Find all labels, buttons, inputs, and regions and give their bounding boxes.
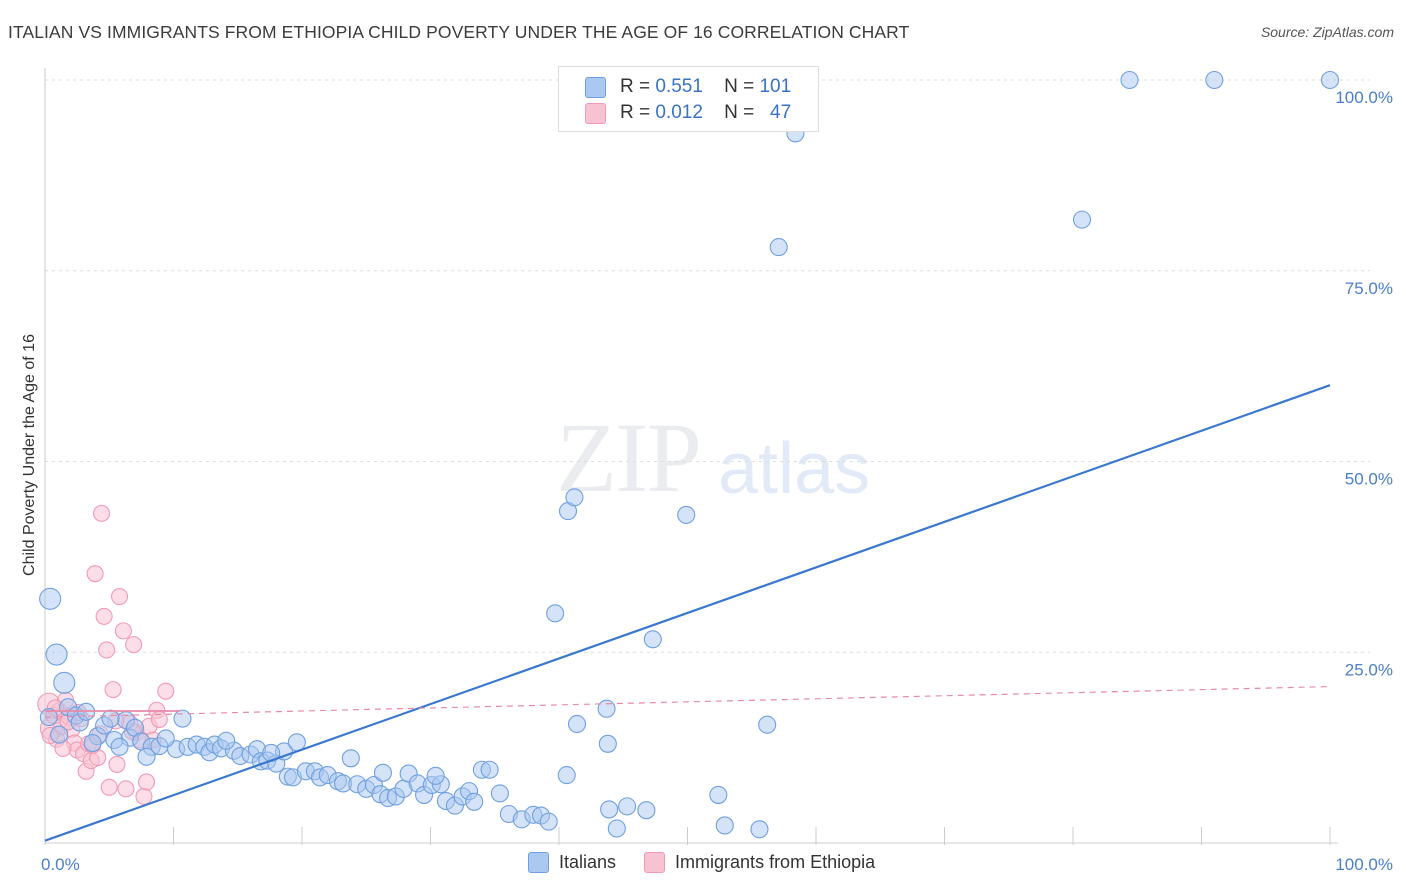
- y-tick-label-0: 25.0%: [1345, 660, 1393, 679]
- legend-italians-swatch: [528, 852, 549, 873]
- italians-r-label: R =: [620, 76, 651, 97]
- italian-point: [53, 671, 76, 694]
- italians-trendline: [44, 384, 1331, 842]
- italian-point: [341, 749, 360, 768]
- ethiopia-point: [117, 780, 135, 798]
- italian-point: [618, 797, 637, 816]
- correlation-legend: R = 0.551 N = 101 R = 0.012 N = 47: [558, 66, 819, 132]
- italian-point: [1120, 70, 1139, 90]
- italian-point: [156, 729, 175, 748]
- y-tick-label-1: 50.0%: [1345, 470, 1393, 489]
- italian-point: [465, 792, 484, 811]
- italian-point: [1320, 70, 1340, 90]
- italian-point: [1072, 210, 1092, 229]
- source-label: Source: ZipAtlas.com: [1260, 24, 1394, 40]
- ethiopia-point: [157, 682, 175, 700]
- legend-item-italians: Italians: [528, 852, 616, 873]
- italian-point: [50, 725, 69, 744]
- chart-title: ITALIAN VS IMMIGRANTS FROM ETHIOPIA CHIL…: [8, 22, 910, 42]
- italian-point: [110, 737, 129, 756]
- trendlines: [44, 384, 1331, 842]
- y-tick-label-3: 100.0%: [1335, 88, 1393, 107]
- italians-n-value: 101: [759, 76, 792, 97]
- legend-row-ethiopia: R = 0.012 N = 47: [585, 101, 791, 125]
- legend-ethiopia-swatch: [644, 852, 666, 873]
- ethiopia-point: [95, 607, 113, 625]
- italian-point: [1205, 70, 1224, 90]
- ethiopia-point: [92, 504, 111, 522]
- legend-row-italians: R = 0.551 N = 101: [585, 75, 791, 99]
- italian-point: [565, 488, 584, 507]
- axes: [44, 68, 1338, 845]
- italian-point: [546, 604, 565, 623]
- y-tick-label-2: 75.0%: [1345, 279, 1393, 298]
- italian-point: [567, 714, 587, 734]
- legend-ethiopia-label: Immigrants from Ethiopia: [675, 852, 876, 872]
- italian-point: [480, 760, 499, 779]
- italian-point: [643, 630, 662, 649]
- italian-point: [607, 819, 626, 838]
- ethiopia-point: [125, 636, 143, 654]
- ethiopia-r-value: 0.012: [655, 102, 703, 123]
- ethiopia-point: [137, 773, 156, 791]
- italians-series: [39, 70, 1340, 839]
- grid-lines: [45, 79, 1370, 653]
- italian-point: [490, 784, 509, 803]
- watermark-atlas: atlas: [718, 429, 871, 509]
- italian-point: [637, 801, 656, 820]
- italians-r-value: 0.551: [655, 76, 703, 97]
- italian-point: [769, 238, 788, 257]
- ethiopia-trendline: [44, 685, 1331, 718]
- italian-point: [597, 699, 616, 718]
- italian-point: [677, 505, 696, 524]
- italian-point: [557, 766, 576, 785]
- x-tick-label-1: 100.0%: [1335, 855, 1393, 874]
- tick-labels: 25.0% 50.0% 75.0% 100.0% 0.0% 100.0%: [41, 88, 1393, 874]
- ethiopia-point: [108, 755, 126, 773]
- x-tick-label-0: 0.0%: [41, 855, 80, 874]
- italian-point: [715, 816, 734, 835]
- italian-point: [101, 709, 120, 728]
- italian-point: [173, 709, 192, 728]
- italian-point: [373, 763, 393, 782]
- italian-point: [45, 643, 68, 666]
- ethiopia-point: [135, 787, 153, 806]
- italian-point: [600, 800, 619, 819]
- ethiopia-point: [98, 641, 116, 659]
- ethiopia-n-label: N =: [724, 102, 755, 123]
- ethiopia-point: [104, 681, 122, 699]
- ethiopia-point: [110, 588, 129, 606]
- italian-point: [39, 587, 62, 610]
- legend-italians-label: Italians: [559, 852, 617, 872]
- italian-point: [217, 731, 236, 750]
- y-axis-label: Child Poverty Under the Age of 16: [21, 334, 38, 576]
- legend-item-ethiopia: Immigrants from Ethiopia: [644, 852, 875, 873]
- italians-swatch: [585, 76, 606, 98]
- italian-point: [709, 785, 728, 804]
- ethiopia-swatch: [585, 102, 606, 124]
- series-legend: Italians Immigrants from Ethiopia: [528, 852, 903, 873]
- ethiopia-point: [100, 778, 118, 796]
- italian-point: [83, 733, 102, 753]
- italian-point: [750, 820, 769, 839]
- italian-point: [758, 715, 777, 734]
- italian-point: [598, 734, 617, 753]
- ethiopia-point: [114, 622, 132, 640]
- ethiopia-r-label: R =: [620, 102, 651, 123]
- ethiopia-point: [86, 565, 104, 583]
- italians-n-label: N =: [724, 76, 755, 97]
- ethiopia-n-value: 47: [770, 102, 792, 123]
- italian-point: [426, 766, 445, 785]
- italian-point: [539, 812, 558, 831]
- italian-point: [137, 747, 156, 766]
